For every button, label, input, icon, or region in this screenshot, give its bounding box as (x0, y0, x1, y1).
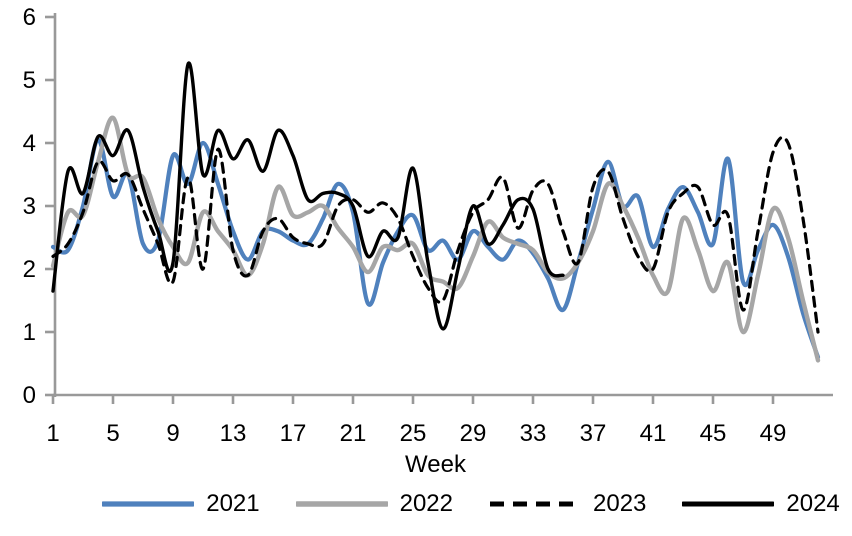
series-line-2022 (50, 115, 821, 363)
series-line-2021 (50, 137, 821, 360)
legend-label-2024: 2024 (786, 490, 840, 517)
x-tick-label: 1 (46, 420, 59, 447)
x-tick-label: 37 (580, 420, 607, 447)
x-tick-label: 13 (220, 420, 247, 447)
x-axis-title: Week (405, 451, 466, 478)
y-tick-label: 1 (23, 319, 36, 346)
y-tick-label: 6 (23, 4, 36, 31)
x-tick-label: 49 (760, 420, 787, 447)
legend-item-2024: 2024 (682, 489, 840, 519)
y-tick-label: 2 (23, 256, 36, 283)
x-tick-label: 29 (460, 420, 487, 447)
y-tick-label: 4 (23, 130, 36, 157)
x-tick-label: 5 (106, 420, 119, 447)
x-tick-label: 17 (280, 420, 307, 447)
legend-item-2021: 2021 (102, 489, 260, 519)
legend-swatch-2024 (682, 501, 775, 507)
legend: 2021 2022 2023 2024 (90, 489, 852, 519)
x-tick-label: 9 (166, 420, 179, 447)
legend-item-2022: 2022 (295, 489, 453, 519)
legend-label-2023: 2023 (593, 490, 647, 517)
legend-item-2023: 2023 (489, 489, 646, 519)
x-tick-label: 33 (520, 420, 547, 447)
x-tick-label: 25 (400, 420, 427, 447)
legend-swatch-2022 (295, 501, 388, 507)
x-tick-label: 45 (700, 420, 727, 447)
legend-swatch-2021 (102, 501, 195, 507)
y-tick-label: 5 (23, 67, 36, 94)
x-tick-label: 41 (640, 420, 667, 447)
series-line-2024 (51, 61, 565, 331)
legend-label-2022: 2022 (399, 490, 453, 517)
y-tick-label: 0 (23, 382, 36, 409)
legend-swatch-2023 (490, 501, 580, 507)
legend-label-2021: 2021 (206, 490, 260, 517)
x-tick-label: 21 (340, 420, 367, 447)
y-tick-label: 3 (23, 193, 36, 220)
